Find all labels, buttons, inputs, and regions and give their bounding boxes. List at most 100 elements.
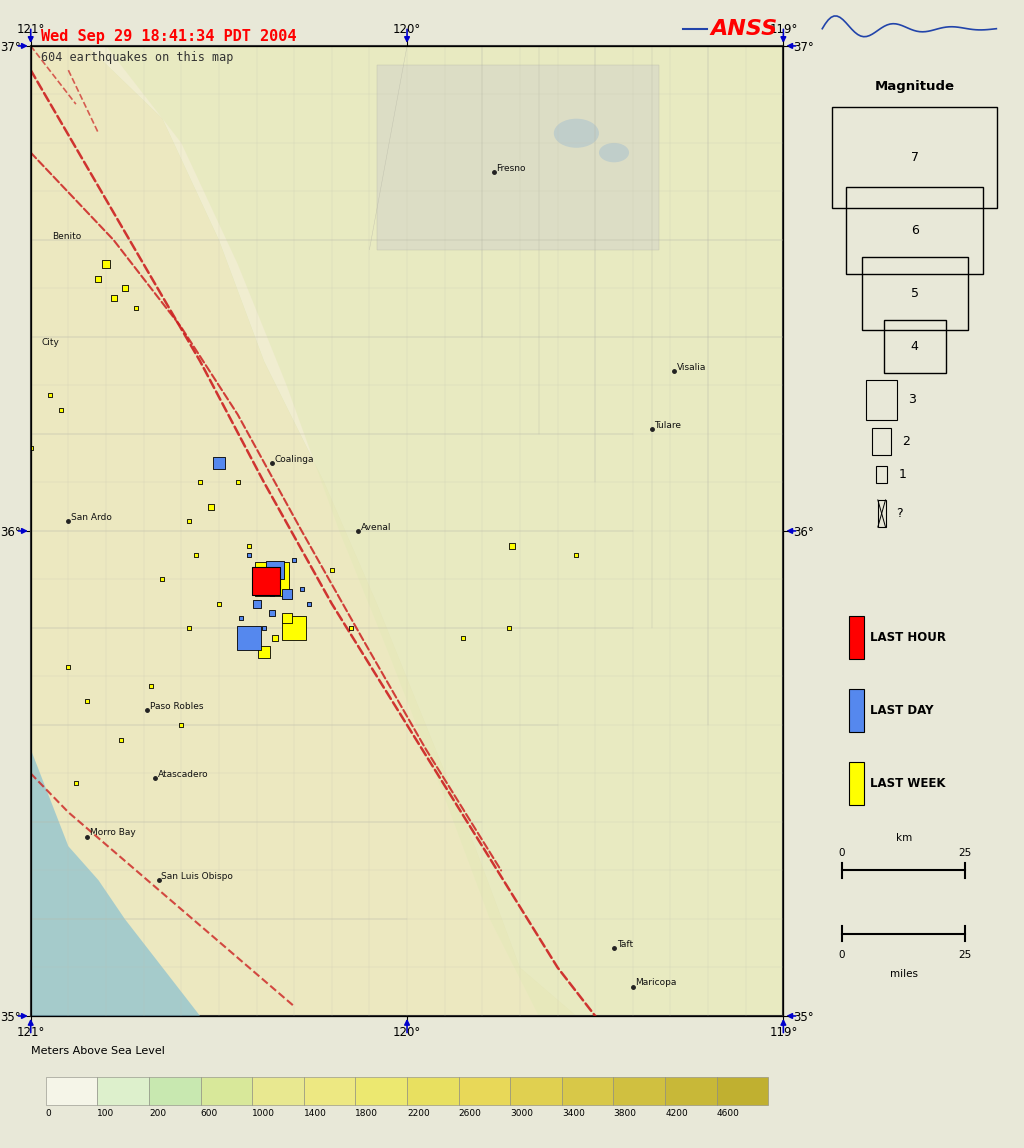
Point xyxy=(211,453,227,472)
Bar xyxy=(849,616,864,659)
Point xyxy=(324,560,340,579)
Text: LAST DAY: LAST DAY xyxy=(869,704,933,716)
Point xyxy=(241,536,257,554)
Text: Visalia: Visalia xyxy=(677,363,707,372)
Point xyxy=(23,440,39,458)
Text: Atascadero: Atascadero xyxy=(158,770,208,779)
Point xyxy=(241,628,257,646)
Point xyxy=(456,628,472,646)
Text: 3400: 3400 xyxy=(562,1109,585,1118)
Point xyxy=(294,580,310,598)
Point xyxy=(229,473,246,491)
Point xyxy=(191,473,208,491)
Bar xyxy=(878,499,886,527)
Text: Wed Sep 29 18:41:34 PDT 2004: Wed Sep 29 18:41:34 PDT 2004 xyxy=(41,29,297,44)
Text: 4600: 4600 xyxy=(717,1109,739,1118)
Point xyxy=(301,595,317,613)
Bar xyxy=(562,1077,613,1104)
Point xyxy=(286,619,302,637)
Text: 100: 100 xyxy=(97,1109,115,1118)
Point xyxy=(258,572,274,590)
Point xyxy=(286,551,302,569)
Text: 0: 0 xyxy=(46,1109,51,1118)
Text: Avenal: Avenal xyxy=(360,522,391,532)
Text: Meters Above Sea Level: Meters Above Sea Level xyxy=(31,1047,165,1056)
Bar xyxy=(46,1077,97,1104)
Bar xyxy=(407,1077,459,1104)
Text: 5: 5 xyxy=(910,287,919,300)
Bar xyxy=(847,187,983,274)
Text: Benito: Benito xyxy=(52,232,82,241)
Bar xyxy=(877,466,887,483)
Bar xyxy=(377,65,659,249)
Point xyxy=(188,546,205,565)
Point xyxy=(105,289,122,308)
Text: ?: ? xyxy=(897,507,903,520)
Text: 0: 0 xyxy=(839,848,845,858)
Point xyxy=(263,571,280,589)
Point xyxy=(256,571,272,589)
Bar xyxy=(862,257,968,329)
Point xyxy=(52,401,69,419)
Point xyxy=(267,560,284,579)
Bar xyxy=(866,380,897,420)
Point xyxy=(279,610,295,628)
Bar xyxy=(304,1077,355,1104)
Point xyxy=(256,643,272,661)
Text: 1000: 1000 xyxy=(252,1109,275,1118)
Text: Taft: Taft xyxy=(616,940,633,948)
Text: Paso Robles: Paso Robles xyxy=(151,703,204,711)
Point xyxy=(117,279,133,297)
Text: 600: 600 xyxy=(201,1109,218,1118)
Point xyxy=(342,619,358,637)
Point xyxy=(501,619,517,637)
Point xyxy=(249,595,265,613)
Ellipse shape xyxy=(599,142,629,162)
Text: 1: 1 xyxy=(898,468,906,481)
Bar xyxy=(150,1077,201,1104)
Text: City: City xyxy=(41,339,59,347)
Point xyxy=(263,584,280,603)
Text: ANSS: ANSS xyxy=(711,18,778,39)
Point xyxy=(90,270,106,288)
Point xyxy=(203,497,219,515)
Bar xyxy=(201,1077,252,1104)
Ellipse shape xyxy=(554,118,599,148)
Text: Maricopa: Maricopa xyxy=(636,978,677,987)
Polygon shape xyxy=(31,750,200,1016)
Bar xyxy=(872,428,891,456)
Point xyxy=(249,580,265,598)
Text: 3800: 3800 xyxy=(613,1109,637,1118)
Text: 2600: 2600 xyxy=(459,1109,481,1118)
Point xyxy=(143,677,160,696)
Text: km: km xyxy=(896,833,911,844)
Bar xyxy=(717,1077,768,1104)
Text: 2200: 2200 xyxy=(407,1109,430,1118)
Text: 1400: 1400 xyxy=(304,1109,327,1118)
Point xyxy=(267,628,284,646)
Point xyxy=(241,546,257,565)
Bar xyxy=(884,320,945,373)
Text: 200: 200 xyxy=(150,1109,166,1118)
Text: Morro Bay: Morro Bay xyxy=(90,828,136,837)
Bar xyxy=(666,1077,717,1104)
Text: 3000: 3000 xyxy=(510,1109,534,1118)
Point xyxy=(60,658,77,676)
Point xyxy=(128,298,144,317)
Text: 4200: 4200 xyxy=(666,1109,688,1118)
Polygon shape xyxy=(31,46,783,1016)
Bar xyxy=(849,762,864,805)
Bar xyxy=(252,1077,304,1104)
Text: 4: 4 xyxy=(910,340,919,354)
Text: 3: 3 xyxy=(908,394,915,406)
Text: Magnitude: Magnitude xyxy=(874,80,954,93)
Point xyxy=(180,512,197,530)
Bar xyxy=(97,1077,150,1104)
Bar xyxy=(849,689,864,731)
Point xyxy=(41,386,57,404)
Text: 604 earthquakes on this map: 604 earthquakes on this map xyxy=(41,51,233,63)
Point xyxy=(173,715,189,734)
Bar xyxy=(833,107,997,209)
Text: LAST HOUR: LAST HOUR xyxy=(869,631,945,644)
Bar xyxy=(459,1077,510,1104)
